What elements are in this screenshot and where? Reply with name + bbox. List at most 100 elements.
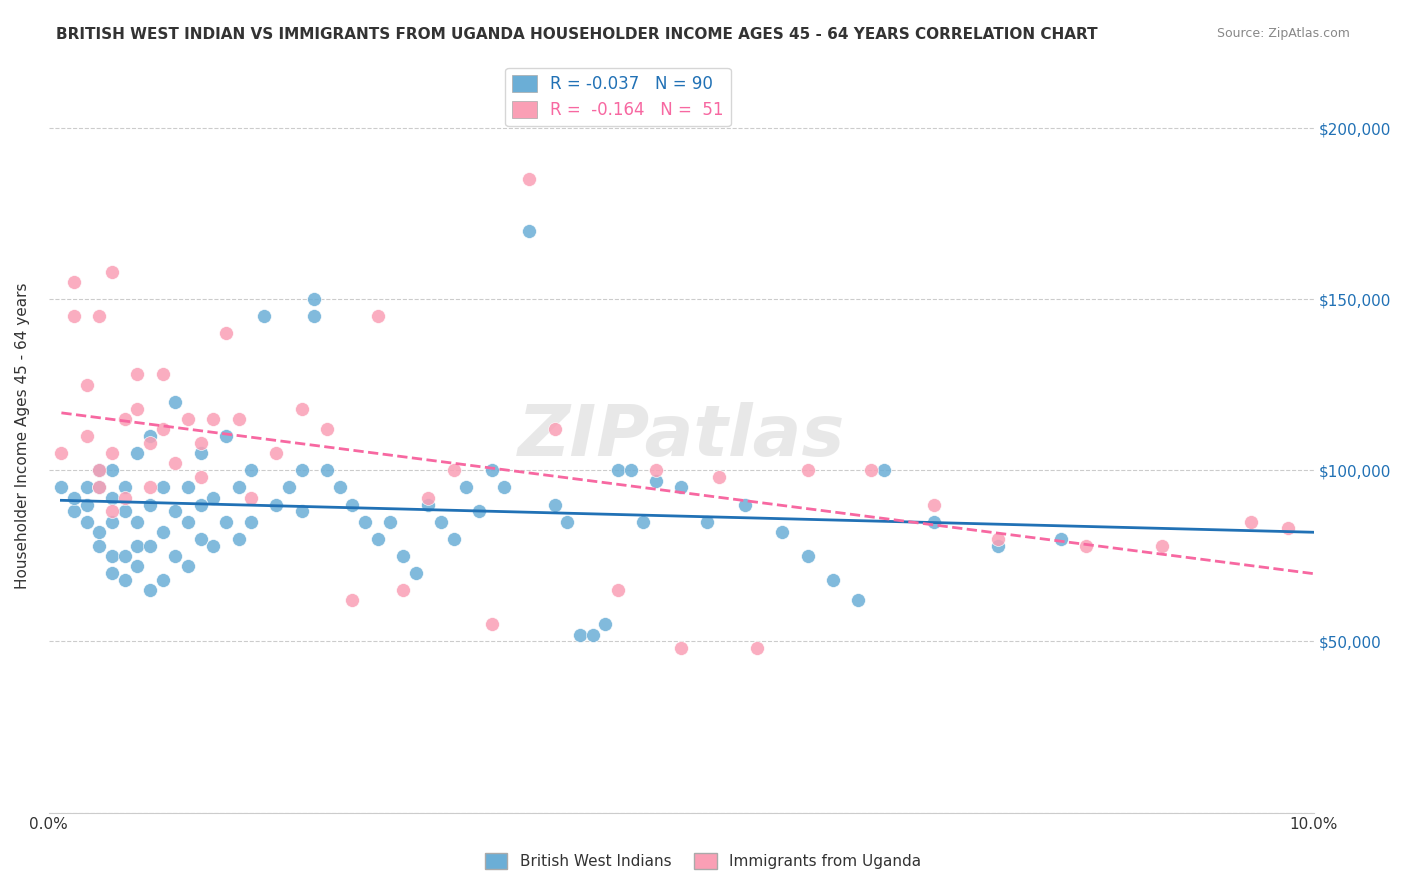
Point	[519, 224, 541, 238]
Point	[986, 539, 1008, 553]
Point	[620, 463, 643, 477]
Point	[190, 498, 212, 512]
Point	[89, 463, 111, 477]
Point	[63, 504, 86, 518]
Point	[177, 559, 200, 574]
Point	[316, 463, 339, 477]
Point	[278, 480, 301, 494]
Point	[772, 524, 794, 539]
Point	[582, 627, 605, 641]
Point	[215, 515, 238, 529]
Point	[152, 524, 174, 539]
Point	[1239, 515, 1261, 529]
Point	[101, 463, 124, 477]
Point	[633, 515, 655, 529]
Point	[89, 310, 111, 324]
Point	[696, 515, 718, 529]
Point	[846, 593, 869, 607]
Point	[671, 641, 693, 656]
Point	[228, 412, 250, 426]
Point	[544, 498, 567, 512]
Point	[342, 593, 364, 607]
Point	[139, 436, 162, 450]
Point	[922, 498, 945, 512]
Point	[152, 573, 174, 587]
Point	[367, 310, 389, 324]
Point	[101, 491, 124, 505]
Point	[872, 463, 894, 477]
Point	[443, 532, 465, 546]
Point	[101, 515, 124, 529]
Point	[101, 566, 124, 580]
Point	[165, 394, 187, 409]
Point	[291, 504, 314, 518]
Point	[797, 463, 820, 477]
Point	[569, 627, 592, 641]
Point	[418, 498, 440, 512]
Point	[152, 368, 174, 382]
Point	[240, 463, 263, 477]
Point	[266, 446, 288, 460]
Point	[266, 498, 288, 512]
Point	[329, 480, 352, 494]
Point	[76, 498, 98, 512]
Point	[304, 310, 326, 324]
Point	[127, 559, 149, 574]
Point	[89, 480, 111, 494]
Point	[557, 515, 579, 529]
Point	[139, 539, 162, 553]
Legend: British West Indians, Immigrants from Uganda: British West Indians, Immigrants from Ug…	[478, 847, 928, 875]
Point	[228, 480, 250, 494]
Text: Source: ZipAtlas.com: Source: ZipAtlas.com	[1216, 27, 1350, 40]
Point	[1074, 539, 1097, 553]
Point	[127, 368, 149, 382]
Point	[152, 480, 174, 494]
Point	[859, 463, 882, 477]
Point	[228, 532, 250, 546]
Point	[139, 429, 162, 443]
Point	[76, 480, 98, 494]
Point	[190, 446, 212, 460]
Point	[291, 463, 314, 477]
Point	[190, 436, 212, 450]
Point	[114, 504, 136, 518]
Point	[63, 310, 86, 324]
Point	[544, 422, 567, 436]
Point	[139, 498, 162, 512]
Point	[202, 491, 225, 505]
Point	[139, 480, 162, 494]
Point	[1049, 532, 1071, 546]
Point	[89, 463, 111, 477]
Point	[1277, 521, 1299, 535]
Point	[76, 515, 98, 529]
Point	[114, 412, 136, 426]
Point	[101, 446, 124, 460]
Point	[456, 480, 478, 494]
Point	[101, 549, 124, 563]
Point	[177, 515, 200, 529]
Point	[190, 532, 212, 546]
Point	[76, 429, 98, 443]
Point	[215, 429, 238, 443]
Point	[468, 504, 491, 518]
Point	[481, 617, 503, 632]
Point	[922, 515, 945, 529]
Point	[177, 412, 200, 426]
Point	[986, 532, 1008, 546]
Point	[152, 422, 174, 436]
Text: BRITISH WEST INDIAN VS IMMIGRANTS FROM UGANDA HOUSEHOLDER INCOME AGES 45 - 64 YE: BRITISH WEST INDIAN VS IMMIGRANTS FROM U…	[56, 27, 1098, 42]
Point	[645, 463, 668, 477]
Point	[354, 515, 377, 529]
Point	[418, 491, 440, 505]
Point	[177, 480, 200, 494]
Point	[127, 401, 149, 416]
Point	[202, 539, 225, 553]
Point	[114, 480, 136, 494]
Point	[607, 583, 630, 598]
Text: ZIPatlas: ZIPatlas	[517, 401, 845, 471]
Point	[392, 583, 415, 598]
Point	[127, 446, 149, 460]
Legend: R = -0.037   N = 90, R =  -0.164   N =  51: R = -0.037 N = 90, R = -0.164 N = 51	[505, 68, 731, 126]
Point	[114, 573, 136, 587]
Point	[101, 504, 124, 518]
